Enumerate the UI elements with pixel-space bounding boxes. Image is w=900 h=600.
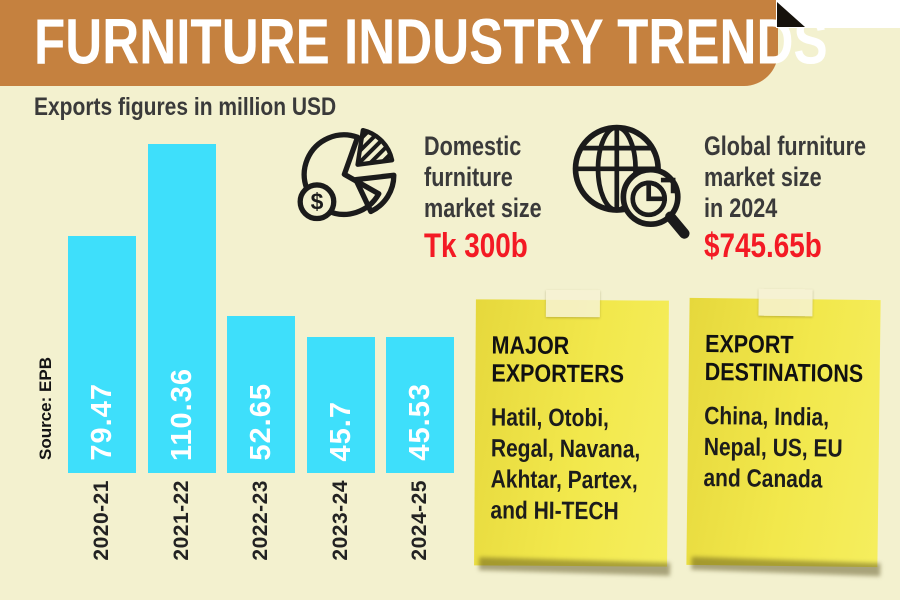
bar-value-label: 79.47 (85, 383, 118, 461)
stat-line: market size (704, 162, 822, 192)
domestic-market-stat: Domestic furniture market size Tk 300b (424, 131, 571, 265)
stat-line: market size (424, 193, 542, 223)
globe-magnifier-icon (572, 124, 690, 239)
major-exporters-note: MAJOR EXPORTERS Hatil, Otobi, Regal, Nav… (474, 289, 669, 567)
pie-dollar-icon: $ (297, 127, 397, 222)
note-body: China, India, Nepal, US, EU and Canada (703, 402, 843, 494)
stat-line: in 2024 (704, 193, 778, 223)
tape-icon (545, 289, 600, 318)
bar-category-label: 2022-23 (249, 480, 272, 561)
stat-line: furniture (424, 162, 513, 192)
export-destinations-note: EXPORT DESTINATIONS China, India, Nepal,… (686, 288, 881, 568)
header-banner: FURNITURE INDUSTRY TRENDS (0, 0, 828, 86)
bar-category-label: 2023-24 (329, 480, 352, 561)
bar-value-label: 110.36 (165, 367, 198, 461)
source-label: Source: EPB (36, 357, 55, 460)
stat-line: Global furniture (704, 131, 866, 161)
bar: 45.53 (386, 337, 454, 473)
bar: 79.47 (68, 236, 136, 473)
domestic-market-value: Tk 300b (424, 227, 528, 265)
bar: 45.7 (307, 337, 375, 473)
page-title: FURNITURE INDUSTRY TRENDS (34, 5, 828, 78)
note-body: Hatil, Otobi, Regal, Navana, Akhtar, Par… (490, 403, 641, 526)
stat-line: Domestic (424, 131, 522, 161)
bar-value-label: 45.7 (324, 400, 357, 461)
tape-icon (757, 288, 813, 317)
bar-category-label: 2020-21 (90, 480, 113, 561)
bar-category-label: 2021-22 (170, 480, 193, 561)
bar-category-label: 2024-25 (408, 480, 431, 561)
global-market-stat: Global furniture market size in 2024 $74… (704, 131, 900, 265)
bar-value-label: 45.53 (403, 383, 436, 461)
bar: 110.36 (148, 144, 216, 473)
dollar-sign: $ (311, 189, 324, 215)
chart-subtitle: Exports figures in million USD (34, 93, 337, 121)
bar: 52.65 (227, 316, 295, 473)
bar-value-label: 52.65 (244, 383, 277, 461)
global-market-value: $745.65b (704, 227, 822, 265)
